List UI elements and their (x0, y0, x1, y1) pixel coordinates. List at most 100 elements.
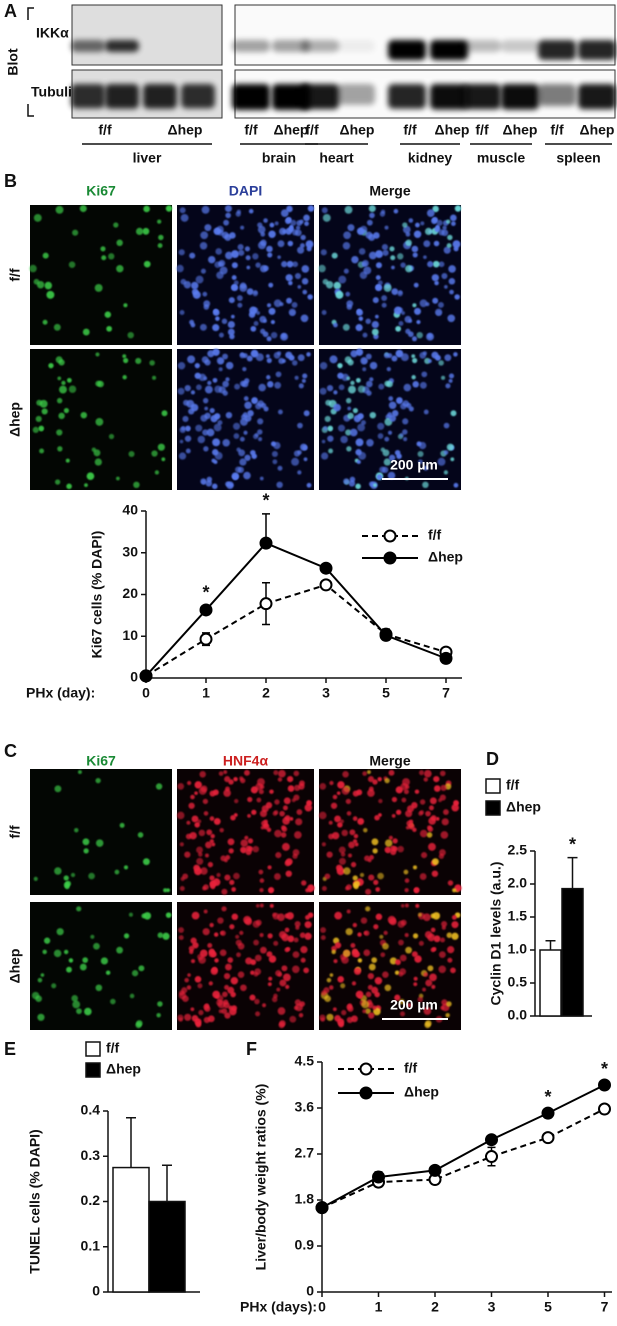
nucleus (266, 245, 273, 253)
nucleus (285, 858, 293, 866)
nucleus (116, 476, 120, 481)
nucleus (419, 810, 425, 815)
y-tick-label: 0.5 (508, 974, 528, 990)
nucleus (79, 205, 87, 213)
nucleus (327, 426, 333, 432)
marker (379, 628, 393, 642)
tissue-label: spleen (556, 150, 600, 166)
nucleus (266, 303, 272, 308)
nucleus (413, 888, 419, 893)
nucleus (82, 957, 89, 963)
nucleus (270, 320, 275, 325)
nucleus (277, 351, 282, 356)
blot-band (181, 84, 215, 109)
nucleus (190, 794, 195, 800)
nucleus (184, 851, 191, 858)
nucleus (402, 400, 410, 407)
nucleus (212, 377, 218, 383)
nucleus (227, 320, 235, 329)
nucleus (71, 995, 79, 1002)
nucleus (268, 888, 274, 893)
nucleus (300, 234, 306, 241)
nucleus (42, 319, 48, 325)
nucleus (420, 221, 425, 226)
nucleus (246, 265, 251, 270)
nucleus (225, 212, 231, 219)
nucleus (161, 457, 166, 462)
nucleus (405, 946, 412, 954)
nucleus (438, 951, 446, 959)
nucleus (342, 771, 349, 778)
nucleus (297, 450, 302, 455)
nucleus (321, 310, 327, 315)
nucleus (269, 789, 274, 794)
tissue-label: kidney (408, 150, 453, 166)
nucleus (389, 414, 397, 422)
nucleus (128, 912, 133, 917)
nucleus (374, 991, 380, 998)
nucleus (390, 255, 396, 261)
nucleus (274, 221, 279, 226)
nucleus (391, 355, 398, 362)
nucleus (329, 973, 334, 977)
legend-swatch (85, 1041, 101, 1057)
nucleus (295, 225, 301, 230)
nucleus (349, 428, 358, 437)
nucleus (403, 437, 408, 442)
legend-swatch (485, 778, 501, 794)
nucleus (243, 396, 249, 401)
nucleus (367, 776, 375, 783)
nucleus (429, 973, 437, 982)
nucleus (356, 308, 362, 314)
nucleus (257, 429, 263, 435)
nucleus (63, 875, 69, 881)
nucleus (366, 380, 373, 388)
nucleus (440, 784, 447, 792)
nucleus (320, 935, 326, 941)
nucleus (429, 797, 437, 805)
nucleus (366, 770, 371, 775)
nucleus (345, 886, 350, 891)
nucleus (251, 809, 257, 815)
y-tick-label: 30 (122, 543, 138, 559)
nucleus (56, 429, 63, 436)
nucleus (446, 932, 453, 939)
nucleus (70, 872, 76, 878)
nucleus (291, 360, 298, 366)
lane-label: f/f (403, 122, 417, 138)
nucleus (84, 483, 88, 488)
micrograph (30, 902, 172, 1030)
blot-band (538, 84, 576, 106)
legend-label: f/f (106, 1040, 120, 1056)
lane-label: f/f (550, 122, 564, 138)
nucleus (191, 1015, 199, 1022)
nucleus (368, 874, 375, 881)
nucleus (199, 242, 208, 250)
nucleus (343, 478, 350, 485)
nucleus (412, 933, 419, 939)
nucleus (426, 209, 435, 218)
nucleus (373, 924, 379, 930)
nucleus (94, 283, 103, 292)
nucleus (303, 457, 308, 462)
nucleus (394, 970, 400, 975)
nucleus (408, 319, 413, 323)
nucleus (377, 776, 382, 782)
nucleus (405, 825, 410, 830)
nucleus (333, 281, 342, 290)
nucleus (332, 794, 338, 800)
nucleus (54, 479, 61, 485)
nucleus (246, 288, 254, 295)
nucleus (190, 390, 196, 395)
nucleus (365, 906, 371, 912)
nucleus (183, 281, 192, 289)
nucleus (230, 814, 236, 821)
nucleus (346, 304, 353, 310)
nucleus (434, 226, 441, 233)
nucleus (292, 965, 300, 974)
nucleus (244, 835, 249, 840)
nucleus (433, 935, 441, 943)
nucleus (369, 377, 374, 382)
nucleus (213, 308, 219, 314)
